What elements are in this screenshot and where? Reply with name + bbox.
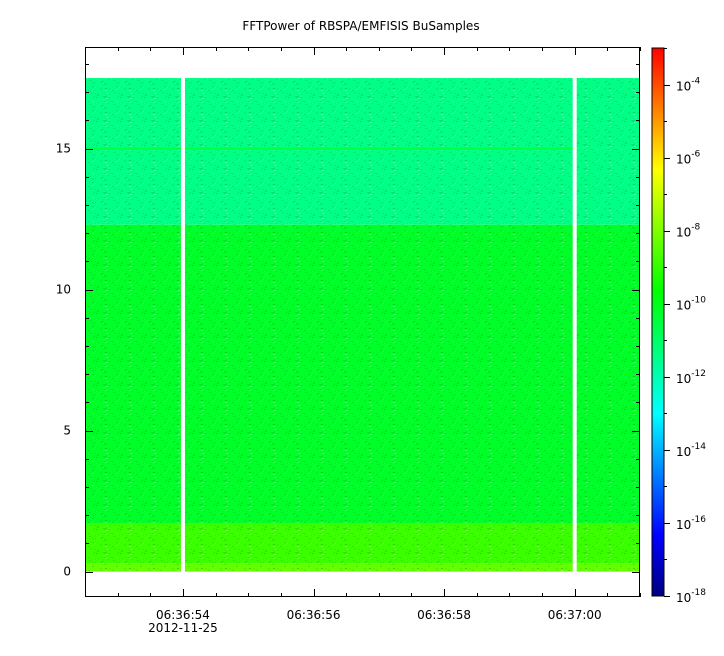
plot-frame [85, 47, 640, 597]
x-tick-label: 06:36:58 [417, 608, 471, 622]
colorbar-gradient [651, 47, 665, 597]
y-tick-label: 15 [56, 142, 71, 156]
y-tick-label: 5 [63, 424, 71, 438]
colorbar-tick-label: 10-16 [676, 515, 706, 532]
colorbar-tick-label: 10-18 [676, 588, 706, 605]
colorbar-tick-label: 10-6 [676, 150, 701, 167]
colorbar-tick-label: 10-8 [676, 223, 701, 240]
colorbar-tick-label: 10-14 [676, 442, 706, 459]
colorbar-tick-label: 10-10 [676, 296, 706, 313]
y-tick-label: 0 [63, 565, 71, 579]
data-gap-0 [180, 77, 185, 573]
x-tick-label: 06:36:56 [287, 608, 341, 622]
colorbar-tick-label: 10-4 [676, 77, 701, 94]
spectrogram-plot [85, 47, 640, 597]
data-gap-1 [572, 77, 577, 573]
y-tick-label: 10 [56, 283, 71, 297]
x-axis: 06:36:54 06:36:56 06:36:58 06:37:00 2012-11-… [85, 47, 641, 635]
x-tick-label: 06:36:54 [156, 608, 210, 622]
x-date-label: 2012-11-25 [148, 621, 218, 635]
chart-title: FFTPower of RBSPA/EMFISIS BuSamples [242, 19, 479, 33]
colorbar: 10-4 10-6 10-8 10-10 10-12 10-14 10-16 10-18 [651, 47, 706, 605]
spectrogram-texture [85, 78, 640, 572]
colorbar-tick-label: 10-12 [676, 369, 706, 386]
y-axis: 0 5 10 15 [56, 64, 640, 579]
x-tick-label: 06:37:00 [548, 608, 602, 622]
